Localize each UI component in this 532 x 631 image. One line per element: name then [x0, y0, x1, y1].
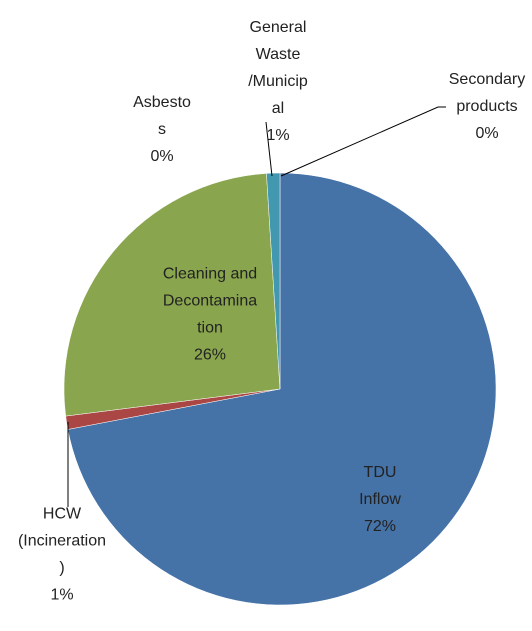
- wedges: [63, 172, 497, 606]
- category-label: TDU Inflow: [359, 464, 401, 508]
- value-label: 72%: [364, 518, 396, 535]
- category-label: Asbesto s: [133, 94, 191, 138]
- pie-slice: [67, 172, 497, 606]
- category-label: Secondary products: [449, 71, 526, 115]
- category-label: Cleaning and Decontamina tion: [163, 266, 257, 337]
- value-label: 1%: [266, 127, 289, 144]
- leader-line: [280, 106, 446, 177]
- pie-slice: [63, 173, 281, 417]
- value-label: 26%: [194, 347, 226, 364]
- leader-line: [265, 121, 273, 177]
- pie-slice: [266, 172, 281, 390]
- value-label: 1%: [50, 587, 73, 604]
- category-label: HCW (Incineration): [18, 506, 106, 577]
- value-label: 0%: [150, 148, 173, 165]
- value-label: 0%: [475, 125, 498, 142]
- category-label: General Waste/Municip al: [248, 19, 308, 117]
- labels: TDU Inflow 72% HCW (Incineration) 1% Cleaning …: [18, 19, 525, 604]
